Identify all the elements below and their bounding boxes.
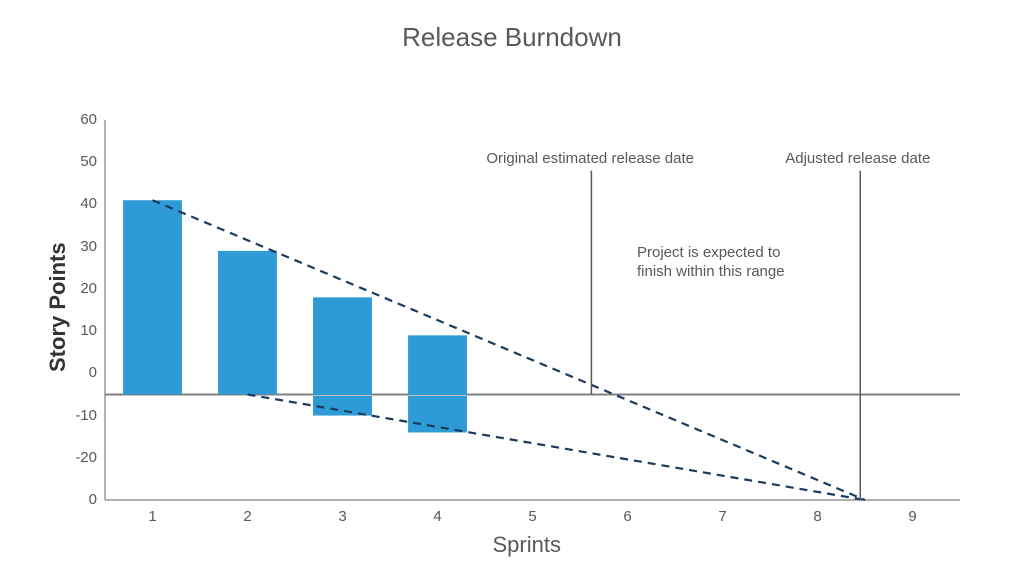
y-tick: -20: [67, 449, 97, 466]
range-annotation: Project is expected to finish within thi…: [637, 243, 785, 282]
x-tick: 5: [523, 508, 543, 525]
range-annotation-line1: Project is expected to: [637, 244, 780, 261]
y-tick: -10: [67, 407, 97, 424]
x-tick: 8: [808, 508, 828, 525]
y-tick: 50: [67, 153, 97, 170]
x-tick: 7: [713, 508, 733, 525]
y-axis-label: Story Points: [45, 242, 71, 372]
y-tick: 10: [67, 322, 97, 339]
burndown-plot: [0, 0, 1024, 573]
y-tick: 30: [67, 238, 97, 255]
x-tick: 1: [143, 508, 163, 525]
x-tick: 9: [903, 508, 923, 525]
x-tick: 4: [428, 508, 448, 525]
x-tick: 6: [618, 508, 638, 525]
x-tick: 2: [238, 508, 258, 525]
y-tick: 0: [67, 364, 97, 381]
y-tick: 0: [67, 491, 97, 508]
original-release-label: Original estimated release date: [486, 149, 694, 169]
y-tick: 60: [67, 111, 97, 128]
adjusted-release-label: Adjusted release date: [785, 149, 930, 169]
y-tick: 20: [67, 280, 97, 297]
y-tick: 40: [67, 195, 97, 212]
range-annotation-line2: finish within this range: [637, 263, 785, 280]
x-tick: 3: [333, 508, 353, 525]
x-axis-label: Sprints: [493, 532, 561, 558]
